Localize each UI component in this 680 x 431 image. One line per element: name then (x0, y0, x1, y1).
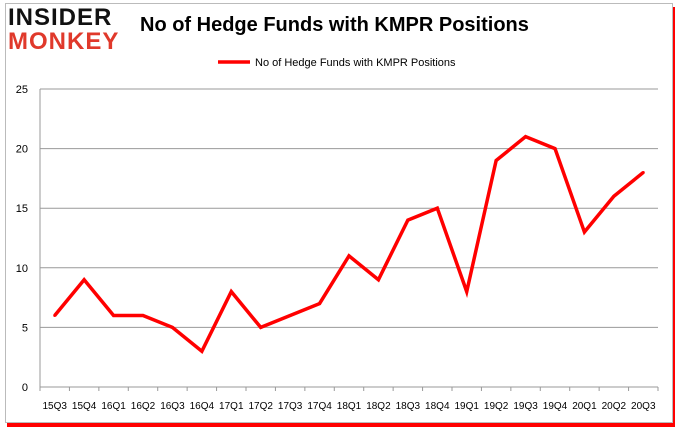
x-tick-label: 20Q1 (572, 401, 597, 412)
x-tick-label: 16Q2 (131, 401, 156, 412)
x-tick-label: 18Q4 (425, 401, 450, 412)
data-point (141, 313, 145, 317)
data-point (112, 313, 116, 317)
y-tick-label: 25 (16, 84, 28, 96)
y-tick-label: 5 (22, 322, 28, 334)
x-tick-label: 17Q2 (248, 401, 273, 412)
x-tick-label: 16Q4 (190, 401, 215, 412)
logo-line2: MONKEY (8, 28, 120, 55)
x-tick-label: 18Q2 (366, 401, 391, 412)
data-point (200, 349, 204, 353)
x-tick-label: 16Q3 (160, 401, 185, 412)
data-point (435, 206, 439, 210)
data-point (347, 254, 351, 258)
insider-monkey-logo: INSIDER MONKEY (8, 6, 119, 54)
x-tick-label: 19Q2 (484, 401, 509, 412)
data-point (494, 159, 498, 163)
x-tick-label: 17Q1 (219, 401, 244, 412)
x-tick-label: 19Q3 (513, 401, 538, 412)
data-point (376, 278, 380, 282)
chart-frame (5, 3, 673, 423)
x-tick-label: 20Q3 (631, 401, 656, 412)
data-point (170, 325, 174, 329)
data-point (465, 290, 469, 294)
x-tick-label: 18Q3 (396, 401, 421, 412)
x-tick-label: 17Q3 (278, 401, 303, 412)
data-point (318, 302, 322, 306)
data-point (288, 313, 292, 317)
x-tick-label: 15Q4 (72, 401, 97, 412)
y-tick-label: 15 (16, 203, 28, 215)
x-tick-label: 15Q3 (42, 401, 67, 412)
x-tick-label: 19Q4 (543, 401, 568, 412)
data-point (82, 278, 86, 282)
data-point (406, 218, 410, 222)
data-point (553, 147, 557, 151)
y-tick-label: 20 (16, 144, 28, 156)
x-tick-label: 16Q1 (101, 401, 126, 412)
x-tick-label: 18Q1 (337, 401, 362, 412)
data-point (612, 194, 616, 198)
y-tick-label: 0 (22, 382, 28, 394)
x-tick-label: 19Q1 (454, 401, 479, 412)
chart-title: No of Hedge Funds with KMPR Positions (140, 14, 529, 36)
x-tick-label: 17Q4 (307, 401, 332, 412)
data-point (229, 290, 233, 294)
y-tick-label: 10 (16, 263, 28, 275)
data-point (582, 230, 586, 234)
legend-label: No of Hedge Funds with KMPR Positions (255, 57, 456, 69)
data-point (259, 325, 263, 329)
data-point (641, 170, 645, 174)
data-point (524, 135, 528, 139)
series-line (53, 134, 645, 354)
logo-line1: INSIDER (8, 4, 113, 31)
data-point (53, 313, 57, 317)
x-tick-label: 20Q2 (602, 401, 627, 412)
